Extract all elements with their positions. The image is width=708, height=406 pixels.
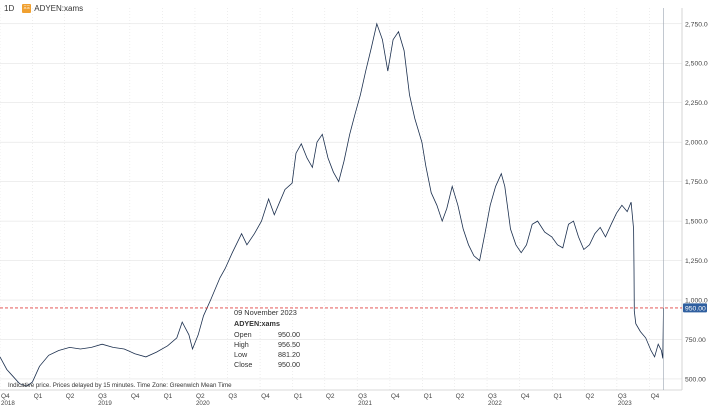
tooltip-low-label: Low: [234, 350, 248, 359]
x-tick-label: Q1: [34, 393, 43, 400]
y-tick-label: 750.00: [685, 337, 706, 344]
tooltip-symbol: ADYEN:xams: [234, 319, 280, 328]
x-tick-label: Q4: [1, 393, 10, 400]
price-series-line: [0, 22, 664, 387]
axis-ticks: 500.00 750.00 1,000.00 1,250.00 1,500.00 1,75…: [0, 8, 708, 406]
x-tick-label: Q1: [164, 393, 173, 400]
x-tick-label: Q4: [261, 393, 270, 400]
timeframe-selector[interactable]: 1D: [4, 3, 15, 13]
tooltip-low-value: 881.20: [278, 350, 300, 359]
x-tick-label: Q3: [618, 393, 627, 400]
x-tick-label: Q2: [586, 393, 595, 400]
y-tick-label: 2,750.00: [685, 21, 708, 28]
tooltip-row-open: Open 950.00: [234, 330, 334, 340]
tooltip-open-label: Open: [234, 330, 252, 339]
x-tick-label: Q3: [358, 393, 367, 400]
current-price-tag-label: 950.00: [685, 305, 706, 312]
x-tick-label: Q1: [554, 393, 563, 400]
x-tick-label: Q1: [294, 393, 303, 400]
x-tick-label: Q2: [66, 393, 75, 400]
x-tick-label: Q2: [456, 393, 465, 400]
tooltip-high-value: 956.50: [278, 340, 300, 349]
y-tick-label: 2,250.00: [685, 100, 708, 107]
x-tick-label: Q3: [228, 393, 237, 400]
tooltip-open-value: 950.00: [278, 330, 300, 339]
x-tick-label: Q4: [131, 393, 140, 400]
chart-grid: [0, 8, 682, 390]
x-year-label: 2018: [1, 400, 15, 406]
tooltip-row-high: High 956.50: [234, 340, 334, 350]
x-tick-label: Q4: [391, 393, 400, 400]
x-tick-label: Q4: [521, 393, 530, 400]
y-tick-label: 500.00: [685, 376, 706, 383]
tooltip-high-label: High: [234, 340, 249, 349]
exchange-badge-icon: ΞΞ: [22, 3, 32, 13]
x-tick-label: Q4: [651, 393, 660, 400]
x-tick-label: Q2: [326, 393, 335, 400]
x-tick-label: Q3: [98, 393, 107, 400]
y-tick-label: 1,000.00: [685, 298, 708, 305]
y-tick-label: 2,000.00: [685, 140, 708, 147]
x-tick-label: Q1: [424, 393, 433, 400]
chart-header: 1D ΞΞ ADYEN:xams: [4, 2, 83, 14]
tooltip-date: 09 November 2023: [234, 308, 297, 317]
symbol-label[interactable]: ADYEN:xams: [34, 3, 84, 13]
x-year-label: 2022: [488, 400, 502, 406]
tooltip-row-low: Low 881.20: [234, 350, 334, 360]
footnote-disclaimer: Indicative price. Prices delayed by 15 m…: [8, 382, 232, 389]
ohlc-tooltip: 09 November 2023 ADYEN:xams Open 950.00 …: [234, 308, 334, 370]
y-tick-label: 1,500.00: [685, 219, 708, 226]
x-year-label: 2021: [358, 400, 372, 406]
x-year-label: 2020: [196, 400, 210, 406]
y-tick-label: 1,250.00: [685, 258, 708, 265]
current-price-tag: 950.00: [683, 303, 707, 313]
x-year-label: 2019: [98, 400, 112, 406]
x-year-label: 2023: [618, 400, 632, 406]
tooltip-close-label: Close: [234, 360, 253, 369]
x-tick-label: Q3: [488, 393, 497, 400]
y-tick-label: 1,750.00: [685, 179, 708, 186]
tooltip-close-value: 950.00: [278, 360, 300, 369]
x-tick-label: Q2: [196, 393, 205, 400]
tooltip-row-close: Close 950.00: [234, 360, 334, 370]
y-tick-label: 2,500.00: [685, 61, 708, 68]
current-price-tag-bg: [683, 303, 707, 313]
